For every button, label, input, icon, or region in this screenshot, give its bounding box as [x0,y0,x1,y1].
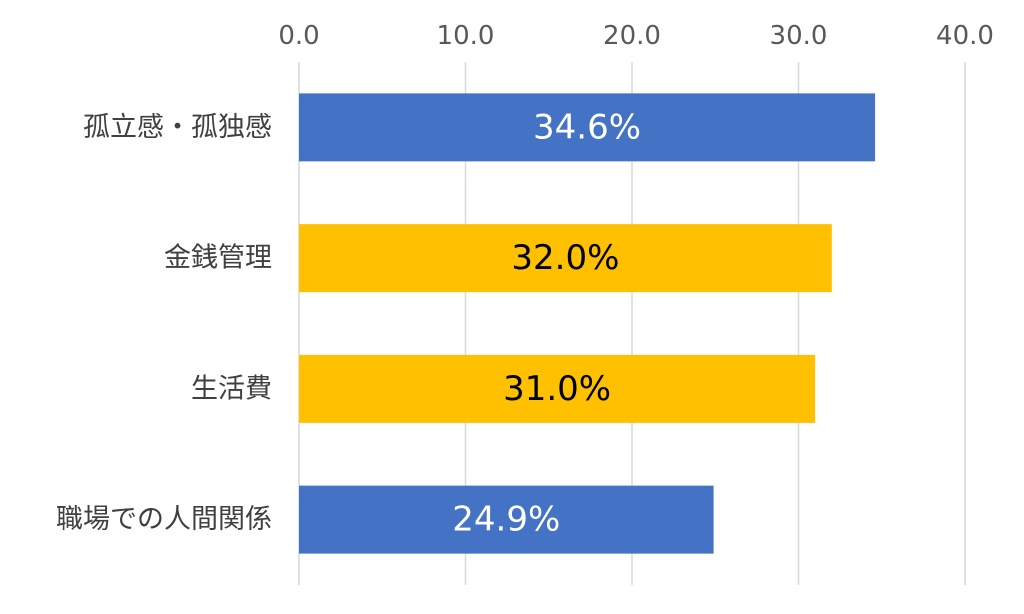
bar [299,93,876,162]
data-label: 32.0% [511,238,619,278]
x-tick-label: 20.0 [603,21,661,51]
category-label: 生活費 [191,373,272,404]
bar [299,354,816,423]
x-tick-label: 0.0 [278,21,319,51]
data-label: 24.9% [452,500,560,540]
category-label: 孤立感・孤独感 [83,112,272,143]
data-label: 34.6% [533,107,641,147]
data-label: 31.0% [503,369,611,409]
x-tick-label: 10.0 [437,21,495,51]
x-tick-label: 40.0 [936,21,994,51]
bars [299,93,876,554]
bar [299,485,714,554]
category-label: 金銭管理 [164,243,272,274]
x-tick-label: 30.0 [770,21,828,51]
data-labels: 34.6% 32.0% 31.0% 24.9% [452,107,641,539]
x-axis-tick-labels: 0.0 10.0 20.0 30.0 40.0 [278,21,994,51]
category-label: 職場での人間関係 [56,504,272,535]
bar [299,224,832,293]
